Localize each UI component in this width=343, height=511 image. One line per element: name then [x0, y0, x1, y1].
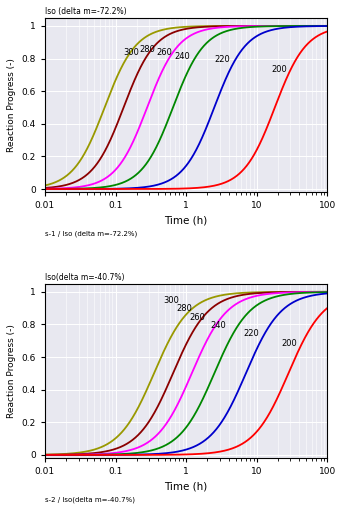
Text: 200: 200 — [281, 339, 297, 347]
Text: 220: 220 — [244, 329, 259, 338]
Text: s-1 / Iso (delta m=-72.2%): s-1 / Iso (delta m=-72.2%) — [45, 230, 137, 237]
Text: 220: 220 — [214, 55, 230, 64]
Text: Iso(delta m=-40.7%): Iso(delta m=-40.7%) — [45, 273, 125, 282]
Y-axis label: Reaction Progress (-): Reaction Progress (-) — [7, 324, 16, 418]
Text: 240: 240 — [174, 52, 190, 60]
Text: s-2 / Iso(delta m=-40.7%): s-2 / Iso(delta m=-40.7%) — [45, 497, 135, 503]
Text: 300: 300 — [123, 48, 140, 57]
X-axis label: Time (h): Time (h) — [165, 216, 208, 226]
Text: 240: 240 — [210, 321, 226, 330]
Y-axis label: Reaction Progress (-): Reaction Progress (-) — [7, 58, 16, 152]
Text: Iso (delta m=-72.2%): Iso (delta m=-72.2%) — [45, 7, 127, 16]
Text: 200: 200 — [271, 64, 287, 74]
Text: 300: 300 — [164, 296, 179, 305]
Text: 280: 280 — [140, 45, 156, 54]
Text: 260: 260 — [156, 48, 173, 57]
X-axis label: Time (h): Time (h) — [165, 482, 208, 492]
Text: 260: 260 — [189, 313, 205, 321]
Text: 280: 280 — [176, 305, 192, 313]
